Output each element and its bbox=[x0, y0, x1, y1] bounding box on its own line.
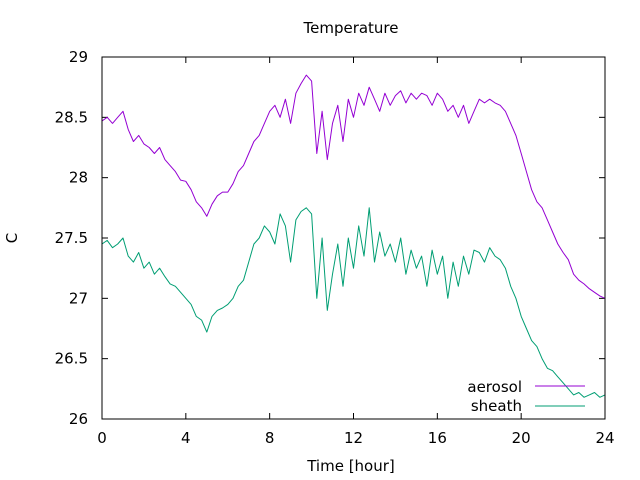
y-tick-label-6: 29 bbox=[69, 48, 88, 66]
plot-series bbox=[101, 74, 606, 398]
plot-frame bbox=[101, 56, 606, 420]
x-tick-label-2: 8 bbox=[265, 429, 275, 447]
y-tick-label-4: 28 bbox=[69, 169, 88, 187]
x-tick-label-6: 24 bbox=[595, 429, 614, 447]
series-line-aerosol bbox=[101, 74, 606, 299]
x-axis-label: Time [hour] bbox=[306, 457, 395, 475]
legend-label-aerosol: aerosol bbox=[467, 378, 522, 396]
x-tick-label-3: 12 bbox=[344, 429, 363, 447]
y-tick-label-2: 27 bbox=[69, 289, 88, 307]
legend: aerosol sheath bbox=[467, 378, 585, 415]
y-tick-label-0: 26 bbox=[69, 410, 88, 428]
tick-labels: 0 4 8 12 16 20 24 26 26.5 27 27.5 28 28.5 29 bbox=[55, 48, 615, 447]
y-tick-label-5: 28.5 bbox=[55, 108, 88, 126]
chart-title: Temperature bbox=[302, 19, 398, 37]
x-tick-label-0: 0 bbox=[97, 429, 107, 447]
x-tick-label-1: 4 bbox=[181, 429, 191, 447]
series-line-sheath bbox=[101, 207, 606, 398]
y-axis-label: C bbox=[3, 233, 21, 243]
y-tick-label-1: 26.5 bbox=[55, 350, 88, 368]
axis-ticks bbox=[101, 56, 606, 420]
x-tick-label-5: 20 bbox=[512, 429, 531, 447]
x-tick-label-4: 16 bbox=[428, 429, 447, 447]
legend-label-sheath: sheath bbox=[471, 397, 522, 415]
y-tick-label-3: 27.5 bbox=[55, 229, 88, 247]
